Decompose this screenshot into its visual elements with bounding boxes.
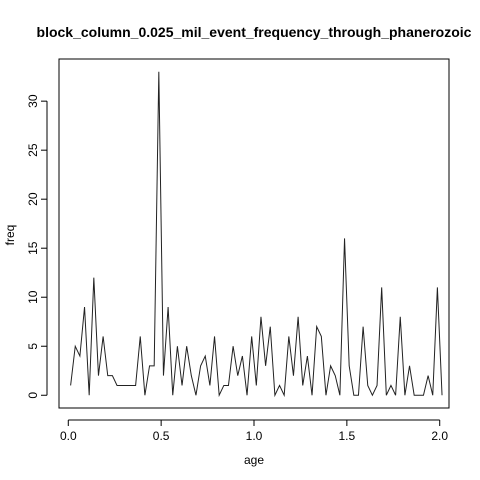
series-layer — [70, 71, 443, 398]
chart-title: block_column_0.025_mil_event_frequency_t… — [37, 24, 472, 40]
y-axis-label: freq — [3, 225, 17, 246]
y-axis: 0 5 10 15 20 25 30 — [26, 94, 48, 399]
x-tick-label: 1.5 — [339, 429, 356, 443]
plot-frame — [58, 58, 450, 409]
y-tick-label: 15 — [26, 241, 40, 255]
y-tick-label: 25 — [26, 143, 40, 157]
x-axis: 0.0 0.5 1.0 1.5 2.0 — [60, 419, 448, 443]
y-tick-label: 30 — [26, 94, 40, 108]
x-axis-label: age — [244, 453, 264, 467]
x-tick-label: 0.5 — [153, 429, 170, 443]
x-tick-label: 2.0 — [431, 429, 448, 443]
x-tick-label: 1.0 — [246, 429, 263, 443]
series-line — [70, 71, 443, 398]
y-tick-label: 10 — [26, 290, 40, 304]
y-tick-label: 20 — [26, 192, 40, 206]
x-tick-label: 0.0 — [60, 429, 77, 443]
y-tick-label: 0 — [26, 392, 40, 399]
y-tick-label: 5 — [26, 343, 40, 350]
